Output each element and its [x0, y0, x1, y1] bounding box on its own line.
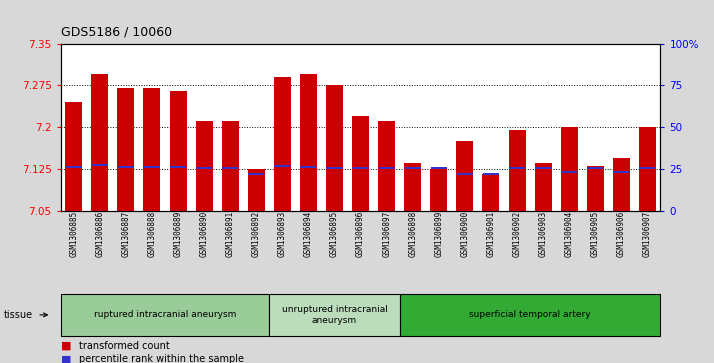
Bar — [613, 171, 629, 173]
Text: superficial temporal artery: superficial temporal artery — [469, 310, 591, 319]
Bar — [535, 167, 551, 169]
Bar — [222, 167, 238, 169]
Text: GSM1306905: GSM1306905 — [590, 211, 600, 257]
Text: GSM1306892: GSM1306892 — [252, 211, 261, 257]
Bar — [483, 173, 499, 175]
Bar — [587, 166, 604, 211]
Text: GSM1306896: GSM1306896 — [356, 211, 365, 257]
Bar — [169, 91, 186, 211]
Bar — [91, 74, 109, 211]
Bar — [404, 163, 421, 211]
Bar — [639, 167, 655, 169]
Bar — [483, 174, 499, 211]
Bar — [118, 166, 134, 168]
Bar — [144, 166, 160, 168]
Text: ruptured intracranial aneurysm: ruptured intracranial aneurysm — [94, 310, 236, 319]
Bar — [509, 167, 525, 169]
Text: GSM1306886: GSM1306886 — [95, 211, 104, 257]
Text: GSM1306904: GSM1306904 — [565, 211, 573, 257]
Bar — [535, 163, 552, 211]
Bar — [613, 158, 630, 211]
Bar — [457, 173, 473, 175]
Text: GSM1306891: GSM1306891 — [226, 211, 235, 257]
Text: GSM1306907: GSM1306907 — [643, 211, 652, 257]
Bar — [326, 85, 343, 211]
Bar — [456, 141, 473, 211]
Bar — [274, 165, 291, 167]
Bar — [65, 102, 82, 211]
Text: GSM1306885: GSM1306885 — [69, 211, 79, 257]
Text: GSM1306900: GSM1306900 — [461, 211, 469, 257]
Bar — [353, 167, 368, 169]
Bar — [196, 122, 213, 211]
Text: ■: ■ — [61, 354, 71, 363]
Text: GSM1306889: GSM1306889 — [174, 211, 183, 257]
Text: GSM1306898: GSM1306898 — [408, 211, 417, 257]
Bar — [639, 127, 656, 211]
Bar — [300, 74, 317, 211]
Bar — [378, 167, 395, 169]
Text: GSM1306902: GSM1306902 — [513, 211, 521, 257]
Bar — [248, 169, 265, 211]
Bar — [170, 166, 186, 168]
Text: GSM1306887: GSM1306887 — [121, 211, 131, 257]
Bar — [405, 167, 421, 169]
Bar — [222, 122, 238, 211]
Bar — [326, 167, 343, 169]
Text: GSM1306895: GSM1306895 — [330, 211, 339, 257]
Text: GDS5186 / 10060: GDS5186 / 10060 — [61, 25, 172, 38]
Bar — [301, 166, 316, 168]
Text: transformed count: transformed count — [79, 340, 169, 351]
Bar — [117, 88, 134, 211]
Bar — [274, 77, 291, 211]
Text: GSM1306893: GSM1306893 — [278, 211, 287, 257]
Bar — [144, 88, 161, 211]
Text: GSM1306906: GSM1306906 — [617, 211, 626, 257]
Text: tissue: tissue — [4, 310, 33, 320]
Bar — [352, 116, 369, 211]
Bar — [400, 294, 660, 336]
Bar — [431, 169, 447, 211]
Bar — [196, 167, 212, 169]
Bar — [66, 166, 82, 168]
Bar — [560, 127, 578, 211]
Text: unruptured intracranial
aneurysm: unruptured intracranial aneurysm — [281, 305, 388, 325]
Bar — [587, 167, 603, 169]
Bar — [92, 164, 108, 166]
Bar — [248, 173, 264, 175]
Text: ■: ■ — [61, 340, 71, 351]
Bar — [378, 122, 395, 211]
Text: GSM1306901: GSM1306901 — [486, 211, 496, 257]
Bar — [431, 167, 447, 169]
Text: GSM1306903: GSM1306903 — [538, 211, 548, 257]
Text: GSM1306888: GSM1306888 — [148, 211, 156, 257]
Bar — [561, 171, 577, 173]
Bar — [61, 294, 269, 336]
Bar — [508, 130, 526, 211]
Text: GSM1306899: GSM1306899 — [434, 211, 443, 257]
Text: GSM1306890: GSM1306890 — [200, 211, 208, 257]
Text: percentile rank within the sample: percentile rank within the sample — [79, 354, 243, 363]
Bar — [269, 294, 400, 336]
Text: GSM1306894: GSM1306894 — [304, 211, 313, 257]
Text: GSM1306897: GSM1306897 — [382, 211, 391, 257]
